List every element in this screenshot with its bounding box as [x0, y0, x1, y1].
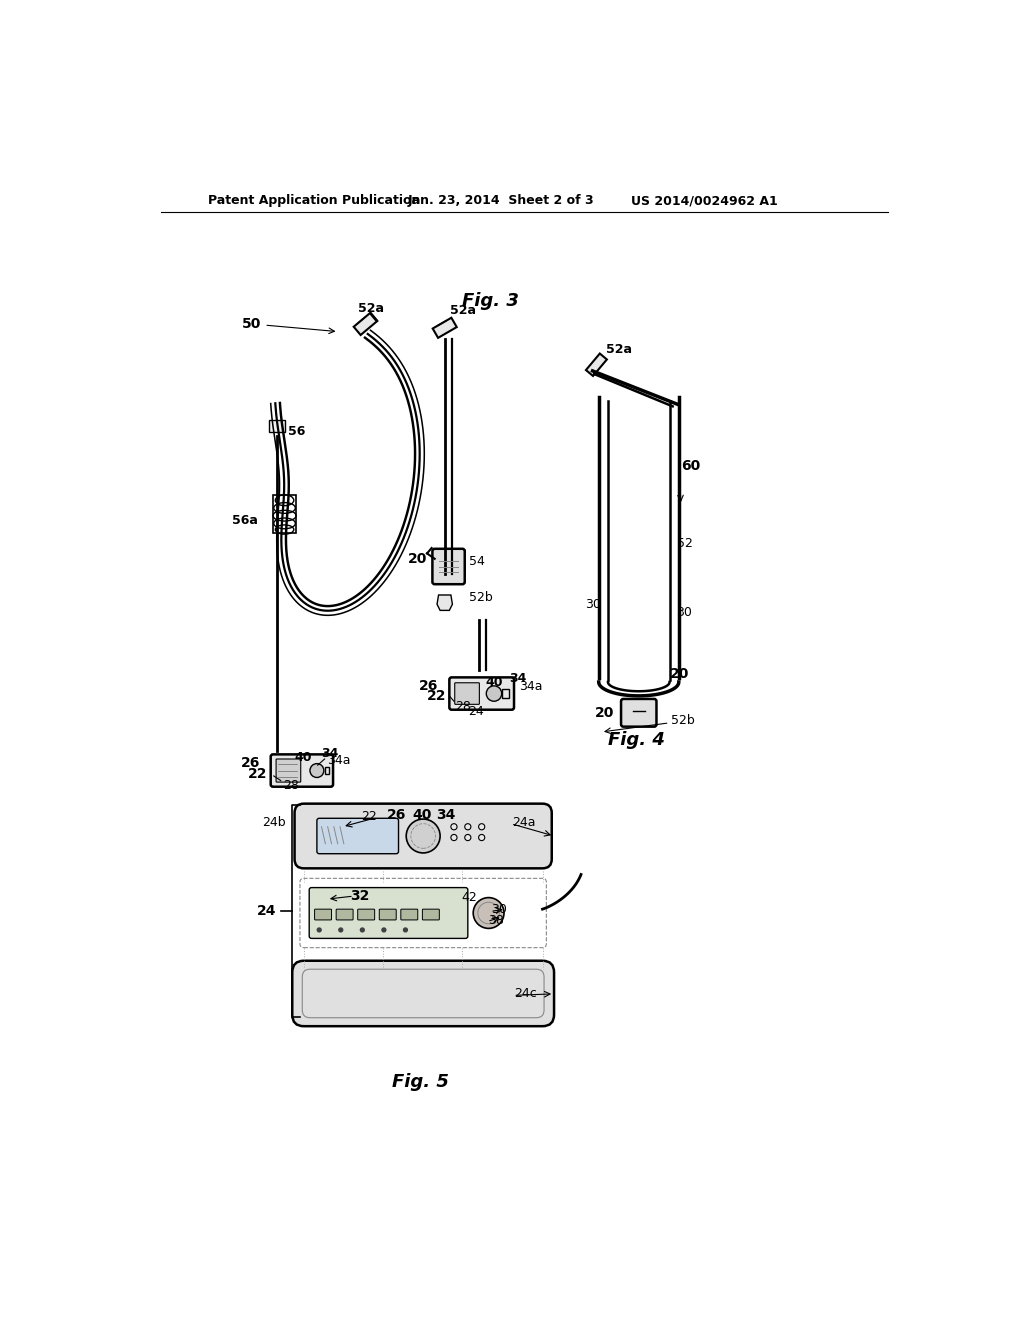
Circle shape	[451, 824, 457, 830]
Circle shape	[382, 928, 386, 932]
Text: 34a: 34a	[519, 680, 543, 693]
Circle shape	[403, 928, 408, 932]
Text: 40: 40	[294, 751, 311, 764]
FancyBboxPatch shape	[432, 549, 465, 585]
Circle shape	[465, 834, 471, 841]
Text: Patent Application Publication: Patent Application Publication	[208, 194, 420, 207]
Circle shape	[473, 898, 504, 928]
Text: 52a: 52a	[451, 305, 476, 317]
Polygon shape	[586, 354, 607, 376]
Text: 26: 26	[419, 678, 438, 693]
Text: 28: 28	[283, 779, 299, 792]
Polygon shape	[437, 595, 453, 610]
Text: 52a: 52a	[357, 302, 384, 315]
Text: 52b: 52b	[469, 591, 494, 603]
Text: Jan. 23, 2014  Sheet 2 of 3: Jan. 23, 2014 Sheet 2 of 3	[408, 194, 594, 207]
Circle shape	[486, 686, 502, 701]
Text: 28: 28	[456, 700, 471, 713]
Text: 34: 34	[436, 808, 456, 822]
FancyBboxPatch shape	[400, 909, 418, 920]
Text: 22: 22	[248, 767, 267, 781]
Text: 26: 26	[386, 808, 406, 822]
FancyBboxPatch shape	[314, 909, 332, 920]
Text: US 2014/0024962 A1: US 2014/0024962 A1	[631, 194, 778, 207]
Circle shape	[407, 818, 440, 853]
Circle shape	[478, 834, 484, 841]
FancyBboxPatch shape	[379, 909, 396, 920]
Text: 52a: 52a	[606, 343, 633, 356]
Text: 34: 34	[322, 747, 339, 760]
Text: 20: 20	[670, 668, 689, 681]
Text: 38: 38	[487, 915, 504, 927]
Circle shape	[465, 824, 471, 830]
Text: 22: 22	[361, 810, 377, 824]
Text: 20: 20	[595, 706, 614, 719]
Text: 52b: 52b	[671, 714, 695, 727]
Text: 40: 40	[485, 676, 503, 689]
FancyBboxPatch shape	[295, 804, 552, 869]
Circle shape	[451, 834, 457, 841]
Text: Fig. 3: Fig. 3	[462, 292, 518, 310]
Circle shape	[360, 928, 365, 932]
Circle shape	[310, 763, 324, 777]
Text: 24a: 24a	[512, 816, 536, 829]
Polygon shape	[433, 318, 457, 338]
Text: Fig. 5: Fig. 5	[392, 1073, 450, 1092]
Circle shape	[317, 928, 322, 932]
Text: 30: 30	[490, 903, 507, 916]
Polygon shape	[353, 313, 377, 335]
FancyBboxPatch shape	[357, 909, 375, 920]
Text: 32: 32	[350, 890, 370, 903]
Text: 50: 50	[242, 317, 335, 334]
Polygon shape	[269, 420, 285, 432]
Text: 30: 30	[676, 606, 691, 619]
FancyBboxPatch shape	[336, 909, 353, 920]
Text: 52: 52	[677, 537, 693, 550]
Text: 20: 20	[408, 552, 427, 566]
Text: 42: 42	[462, 891, 477, 904]
Text: 22: 22	[427, 689, 446, 702]
FancyBboxPatch shape	[621, 700, 656, 726]
FancyBboxPatch shape	[309, 887, 468, 939]
Text: 24: 24	[468, 705, 483, 718]
FancyBboxPatch shape	[450, 677, 514, 710]
Text: 34a: 34a	[327, 754, 350, 767]
Text: 30: 30	[585, 598, 601, 611]
Circle shape	[339, 928, 343, 932]
FancyBboxPatch shape	[455, 682, 479, 705]
FancyBboxPatch shape	[270, 755, 333, 787]
Text: 34: 34	[509, 672, 526, 685]
Text: Fig. 4: Fig. 4	[608, 731, 665, 748]
FancyBboxPatch shape	[292, 961, 554, 1026]
Text: 26: 26	[241, 756, 260, 770]
Text: 56: 56	[289, 425, 306, 438]
Text: 56a: 56a	[231, 513, 258, 527]
Circle shape	[478, 824, 484, 830]
Text: 24c: 24c	[514, 987, 537, 1001]
Text: 60: 60	[681, 459, 700, 474]
Text: 54: 54	[469, 554, 485, 568]
FancyBboxPatch shape	[316, 818, 398, 854]
Text: 40: 40	[412, 808, 431, 822]
Text: 24: 24	[257, 904, 276, 917]
FancyBboxPatch shape	[276, 759, 301, 781]
FancyBboxPatch shape	[422, 909, 439, 920]
Text: 24b: 24b	[262, 816, 286, 829]
